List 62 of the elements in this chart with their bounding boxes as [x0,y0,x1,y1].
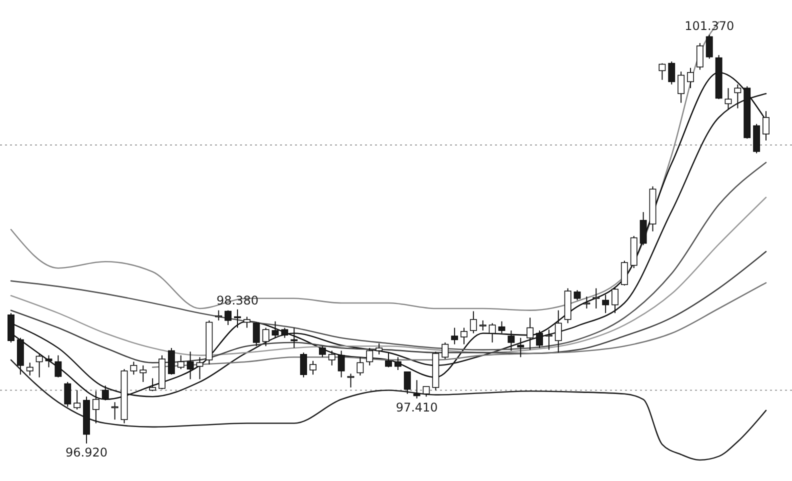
candlestick [612,286,618,314]
candlestick [668,60,676,85]
candlestick [508,330,515,352]
candlestick [347,373,354,388]
candlestick [149,378,156,392]
candlestick [678,71,685,104]
candlestick [26,362,34,376]
candlestick [602,294,610,314]
candlestick [536,330,543,348]
candlestick [186,351,194,380]
candlestick [376,342,383,355]
annotation: 96.920 [66,445,108,460]
candlestick [479,320,486,332]
candlestick [442,342,449,360]
candlestick [338,350,345,378]
candlestick [356,356,364,376]
candlestick [574,290,581,301]
candlestick [168,347,175,376]
candlestick [470,310,477,334]
candlestick [706,34,713,60]
candlestick [696,42,704,70]
annotation: 101.370 [684,18,734,33]
candlestick [658,62,666,80]
candlestick [328,350,336,366]
candlestick [281,327,288,338]
candlestick [243,316,250,328]
candlestick [140,364,147,382]
candlestick [413,380,420,399]
candlestick [394,356,402,371]
candlestick [300,352,308,378]
candlestick [545,329,552,350]
candlestick [262,327,270,347]
candlestick [385,352,392,368]
candlestick [498,320,506,334]
candlestick [318,346,326,358]
candlestick [583,296,590,309]
candlestick [74,390,81,410]
annotation: 98.380 [216,293,258,308]
candlestick [310,360,316,376]
candlestick [366,347,374,366]
candlestick [554,310,562,354]
candlestick [620,260,628,286]
candlestick [54,354,62,378]
candlestick [130,361,138,376]
candlestick [488,322,496,343]
candlestick [404,371,411,394]
candlestick [451,327,458,345]
candlestick [687,67,694,89]
candlestick [252,322,260,347]
candlestick [272,320,279,338]
candlestick [45,354,52,368]
candlestick [224,310,232,326]
annotation: 97.410 [396,400,438,414]
candlestick [517,337,524,358]
candlestick [422,386,430,398]
candlestick [64,381,72,408]
candlestick [526,317,534,350]
candlestick [460,327,468,345]
candlestick [592,288,600,309]
candlestick [177,354,184,370]
candlestick [640,212,647,246]
candlestick [36,354,43,378]
